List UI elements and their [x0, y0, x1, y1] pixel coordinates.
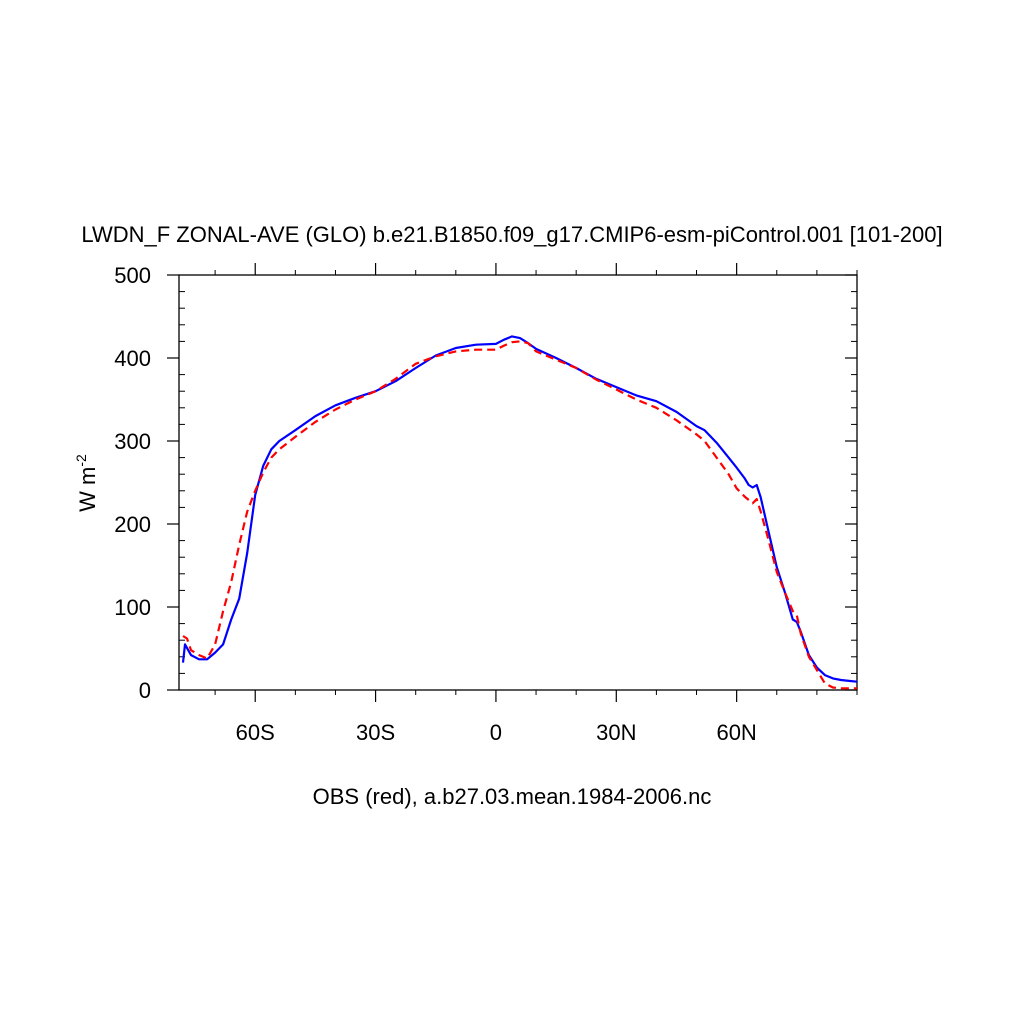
x-tick-label: 30S [356, 720, 395, 745]
y-axis-label-text: W m [75, 467, 100, 512]
major-ticks [167, 263, 857, 702]
x-tick-label: 0 [490, 720, 502, 745]
obs-series-line [182, 340, 857, 690]
y-tick-label: 500 [114, 263, 151, 288]
minor-ticks [179, 270, 858, 695]
y-tick-label: 100 [114, 595, 151, 620]
series-group [181, 335, 858, 690]
y-tick-label: 400 [114, 346, 151, 371]
y-tick-label: 0 [139, 678, 151, 703]
x-tick-labels: 60S 30S 0 30N 60N [236, 720, 757, 745]
x-tick-label: 60N [716, 720, 756, 745]
plot-area [167, 263, 858, 702]
y-axis-label: W m-2 [73, 454, 100, 512]
y-tick-label: 200 [114, 512, 151, 537]
y-tick-label: 300 [114, 429, 151, 454]
chart-title: LWDN_F ZONAL-AVE (GLO) b.e21.B1850.f09_g… [81, 222, 942, 247]
x-axis-label: OBS (red), a.b27.03.mean.1984-2006.nc [313, 784, 712, 809]
model-series-line [181, 335, 858, 683]
plot-frame [178, 274, 858, 691]
y-tick-labels: 0 100 200 300 400 500 [114, 263, 151, 703]
x-tick-label: 30N [596, 720, 636, 745]
x-tick-label: 60S [236, 720, 275, 745]
y-axis-label-superscript: -2 [73, 454, 89, 467]
